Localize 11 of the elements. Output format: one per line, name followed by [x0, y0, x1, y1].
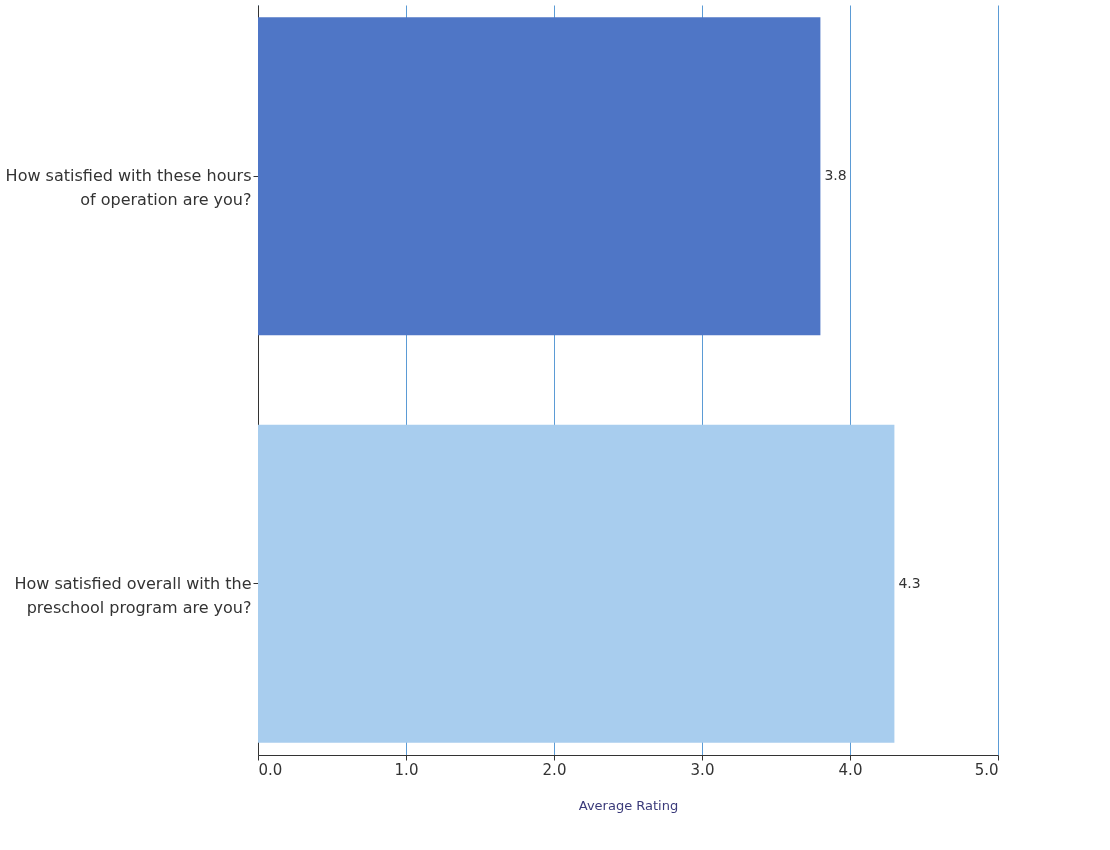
y-tick-label: How satisfied overall with the preschool program are you?	[14, 573, 252, 617]
x-axis-title: Average Rating	[578, 797, 679, 813]
data-label: 4.3	[898, 574, 921, 591]
x-tick-label: 5.0	[974, 760, 999, 779]
y-tick-label: How satisfied with these hours of operation are you?	[5, 166, 252, 210]
x-tick-label: 1.0	[394, 760, 419, 779]
x-tick-label: 0.0	[258, 760, 283, 779]
data-label: 3.8	[824, 167, 847, 184]
x-tick-label: 3.0	[690, 760, 715, 779]
x-tick-label: 2.0	[542, 760, 567, 779]
x-tick-label: 4.0	[838, 760, 863, 779]
